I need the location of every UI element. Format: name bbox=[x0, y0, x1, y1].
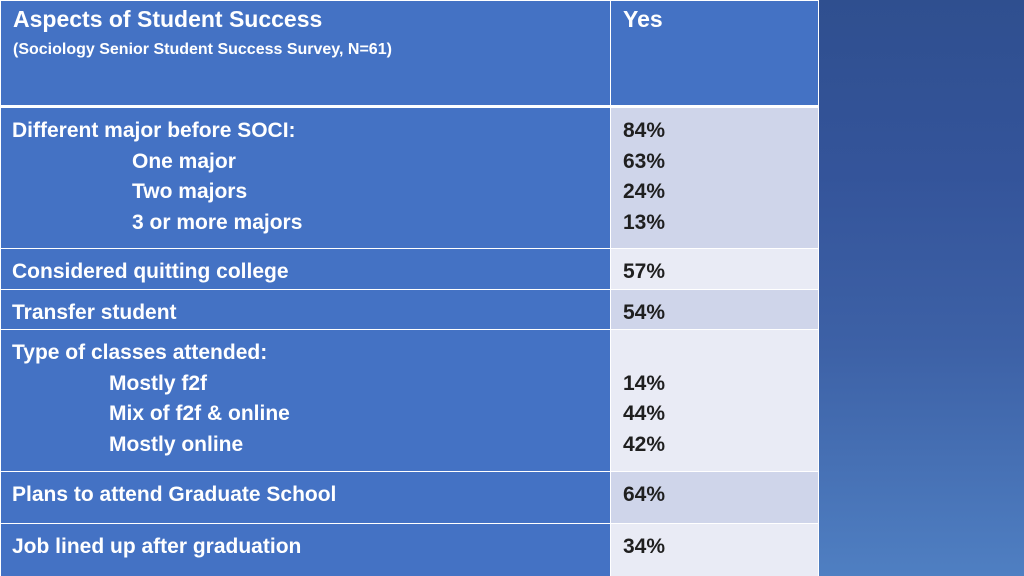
sub-item-value: 13% bbox=[623, 210, 666, 234]
row-label: Job lined up after graduation bbox=[12, 535, 302, 558]
table-title: Aspects of Student Success bbox=[13, 6, 323, 32]
row-value: 64% bbox=[623, 483, 666, 506]
row-label-cell: Different major before SOCI: One major T… bbox=[0, 106, 611, 249]
table-row-considered-quitting: Considered quitting college 57% bbox=[0, 248, 819, 290]
sub-item-label: Mix of f2f & online bbox=[109, 402, 290, 425]
row-value: 57% bbox=[623, 260, 666, 283]
row-label: Different major before SOCI: bbox=[12, 119, 296, 142]
column-header-yes: Yes bbox=[623, 6, 663, 32]
row-value-cell: 54% bbox=[610, 289, 819, 330]
sub-item-label: One major bbox=[132, 149, 236, 173]
row-label-cell: Type of classes attended: Mostly f2f Mix… bbox=[0, 329, 611, 472]
sub-item-value: 24% bbox=[623, 180, 666, 203]
row-value: 84% bbox=[623, 119, 666, 142]
sub-item-value: 14% bbox=[623, 371, 666, 395]
row-value-cell: 84% 63% 24% 13% bbox=[610, 106, 819, 249]
row-value-cell: 57% bbox=[610, 248, 819, 290]
sub-item-label: Two majors bbox=[132, 180, 248, 203]
sub-item-label: Mostly online bbox=[109, 432, 244, 456]
row-label-cell: Transfer student bbox=[0, 289, 611, 330]
sub-item-value: 42% bbox=[623, 432, 666, 456]
row-value: 34% bbox=[623, 535, 666, 558]
header-label-cell: Aspects of Student Success (Sociology Se… bbox=[0, 0, 611, 108]
sub-item-value: 44% bbox=[623, 402, 666, 425]
sub-item-label: Mostly f2f bbox=[109, 371, 208, 395]
row-label-cell: Job lined up after graduation bbox=[0, 523, 611, 576]
slide-background-band bbox=[818, 0, 1024, 576]
table-subtitle: (Sociology Senior Student Success Survey… bbox=[13, 41, 392, 58]
table-row-job-lined-up: Job lined up after graduation 34% bbox=[0, 523, 819, 576]
row-label: Type of classes attended: bbox=[12, 341, 268, 364]
table-row-graduate-school: Plans to attend Graduate School 64% bbox=[0, 471, 819, 524]
sub-item-label: 3 or more majors bbox=[132, 210, 303, 234]
table-row-different-major: Different major before SOCI: One major T… bbox=[0, 106, 819, 249]
row-value-cell: 64% bbox=[610, 471, 819, 524]
row-label: Plans to attend Graduate School bbox=[12, 483, 337, 506]
row-value-cell: 34% bbox=[610, 523, 819, 576]
table-row-transfer-student: Transfer student 54% bbox=[0, 289, 819, 330]
table-row-class-type: Type of classes attended: Mostly f2f Mix… bbox=[0, 329, 819, 472]
row-label: Transfer student bbox=[12, 301, 177, 324]
row-value-cell: 14% 44% 42% bbox=[610, 329, 819, 472]
table-header-row: Aspects of Student Success (Sociology Se… bbox=[0, 0, 819, 108]
header-value-cell: Yes bbox=[610, 0, 819, 108]
sub-item-value: 63% bbox=[623, 149, 666, 173]
student-success-table: Aspects of Student Success (Sociology Se… bbox=[0, 0, 819, 576]
row-value: 54% bbox=[623, 301, 666, 324]
row-label-cell: Considered quitting college bbox=[0, 248, 611, 290]
row-value bbox=[623, 338, 818, 369]
row-label: Considered quitting college bbox=[12, 260, 289, 283]
row-label-cell: Plans to attend Graduate School bbox=[0, 471, 611, 524]
